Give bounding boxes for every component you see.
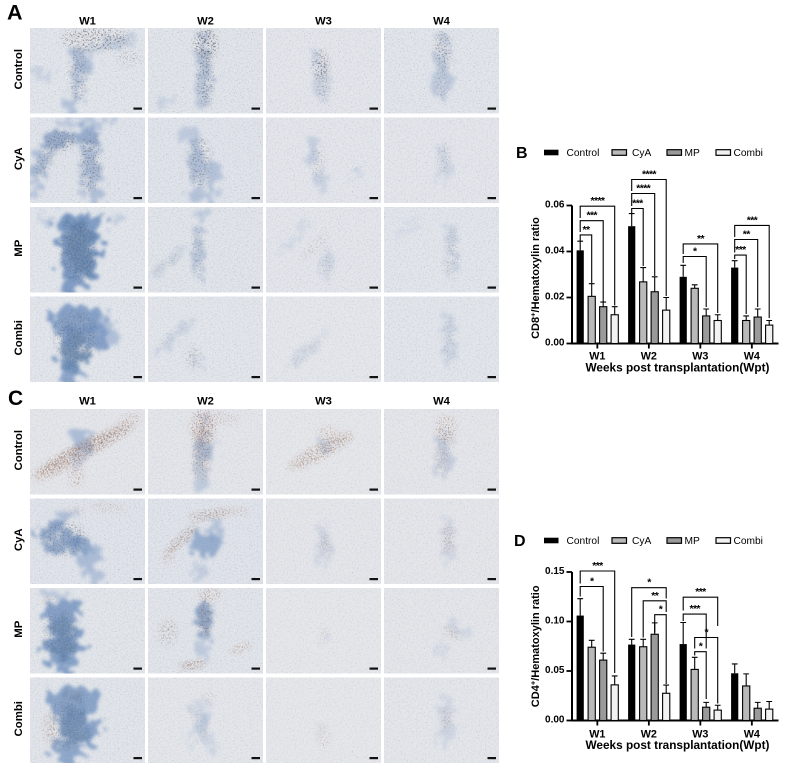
svg-text:MP: MP [13, 620, 25, 637]
svg-text:0.02: 0.02 [545, 291, 565, 302]
svg-text:**: ** [651, 590, 659, 602]
svg-text:***: *** [586, 210, 598, 222]
svg-text:W4: W4 [744, 351, 760, 363]
svg-text:Weeks post transplantation(Wpt: Weeks post transplantation(Wpt) [586, 738, 770, 752]
svg-text:CD8+/Hematoxylin ratio: CD8+/Hematoxylin ratio [529, 217, 543, 339]
svg-text:**: ** [697, 233, 705, 245]
svg-text:Combi: Combi [734, 536, 763, 547]
svg-text:C: C [8, 387, 23, 410]
svg-text:CyA: CyA [632, 148, 651, 159]
svg-text:*: * [590, 576, 595, 588]
svg-text:***: *** [747, 214, 759, 226]
svg-text:W3: W3 [692, 729, 708, 741]
svg-text:***: *** [632, 198, 644, 210]
svg-text:B: B [516, 145, 528, 162]
svg-text:W2: W2 [197, 395, 214, 407]
svg-text:0.06: 0.06 [545, 199, 565, 210]
svg-text:**: ** [582, 224, 590, 236]
svg-text:0.15: 0.15 [545, 566, 565, 577]
svg-text:W2: W2 [197, 15, 214, 27]
svg-text:Combi: Combi [13, 320, 25, 355]
svg-text:*: * [647, 577, 652, 589]
svg-text:*: * [704, 627, 709, 639]
svg-text:W3: W3 [315, 15, 332, 27]
svg-text:CD4+/Hematoxylin ratio: CD4+/Hematoxylin ratio [529, 585, 543, 707]
svg-text:W1: W1 [589, 351, 605, 363]
svg-text:MP: MP [685, 148, 700, 159]
svg-text:D: D [514, 533, 526, 550]
svg-text:Combi: Combi [13, 701, 25, 736]
svg-text:***: *** [689, 603, 701, 615]
svg-text:MP: MP [13, 239, 25, 256]
svg-text:A: A [7, 1, 23, 25]
svg-text:0.00: 0.00 [545, 337, 565, 348]
svg-text:W2: W2 [641, 729, 657, 741]
svg-text:***: *** [735, 244, 747, 256]
svg-text:*: * [699, 641, 704, 653]
svg-text:W3: W3 [692, 351, 708, 363]
svg-text:W4: W4 [433, 395, 451, 407]
svg-text:CyA: CyA [632, 536, 651, 547]
svg-text:W4: W4 [744, 729, 760, 741]
svg-text:W1: W1 [79, 395, 96, 407]
svg-text:W4: W4 [433, 15, 451, 27]
svg-text:CyA: CyA [13, 528, 25, 551]
svg-text:***: *** [695, 586, 707, 598]
svg-text:0.10: 0.10 [545, 615, 565, 626]
svg-text:0.04: 0.04 [545, 245, 565, 256]
svg-text:*: * [693, 246, 698, 258]
svg-text:CyA: CyA [13, 147, 25, 170]
svg-text:W1: W1 [79, 15, 96, 27]
svg-text:Control: Control [13, 49, 25, 90]
svg-text:****: **** [590, 195, 605, 207]
svg-text:W1: W1 [589, 729, 605, 741]
svg-text:*: * [659, 604, 664, 616]
svg-text:MP: MP [685, 536, 700, 547]
svg-text:W2: W2 [641, 351, 657, 363]
svg-text:Control: Control [13, 430, 25, 471]
svg-text:****: **** [642, 169, 657, 181]
svg-text:**: ** [743, 229, 751, 241]
svg-text:0.00: 0.00 [545, 714, 565, 725]
svg-text:Control: Control [567, 536, 600, 547]
svg-text:***: *** [592, 560, 604, 572]
svg-text:Control: Control [567, 148, 600, 159]
svg-text:0.05: 0.05 [545, 665, 565, 676]
svg-text:Weeks post transplantation(Wpt: Weeks post transplantation(Wpt) [586, 361, 770, 375]
svg-text:****: **** [636, 183, 651, 195]
svg-text:Combi: Combi [734, 148, 763, 159]
svg-text:W3: W3 [315, 395, 332, 407]
